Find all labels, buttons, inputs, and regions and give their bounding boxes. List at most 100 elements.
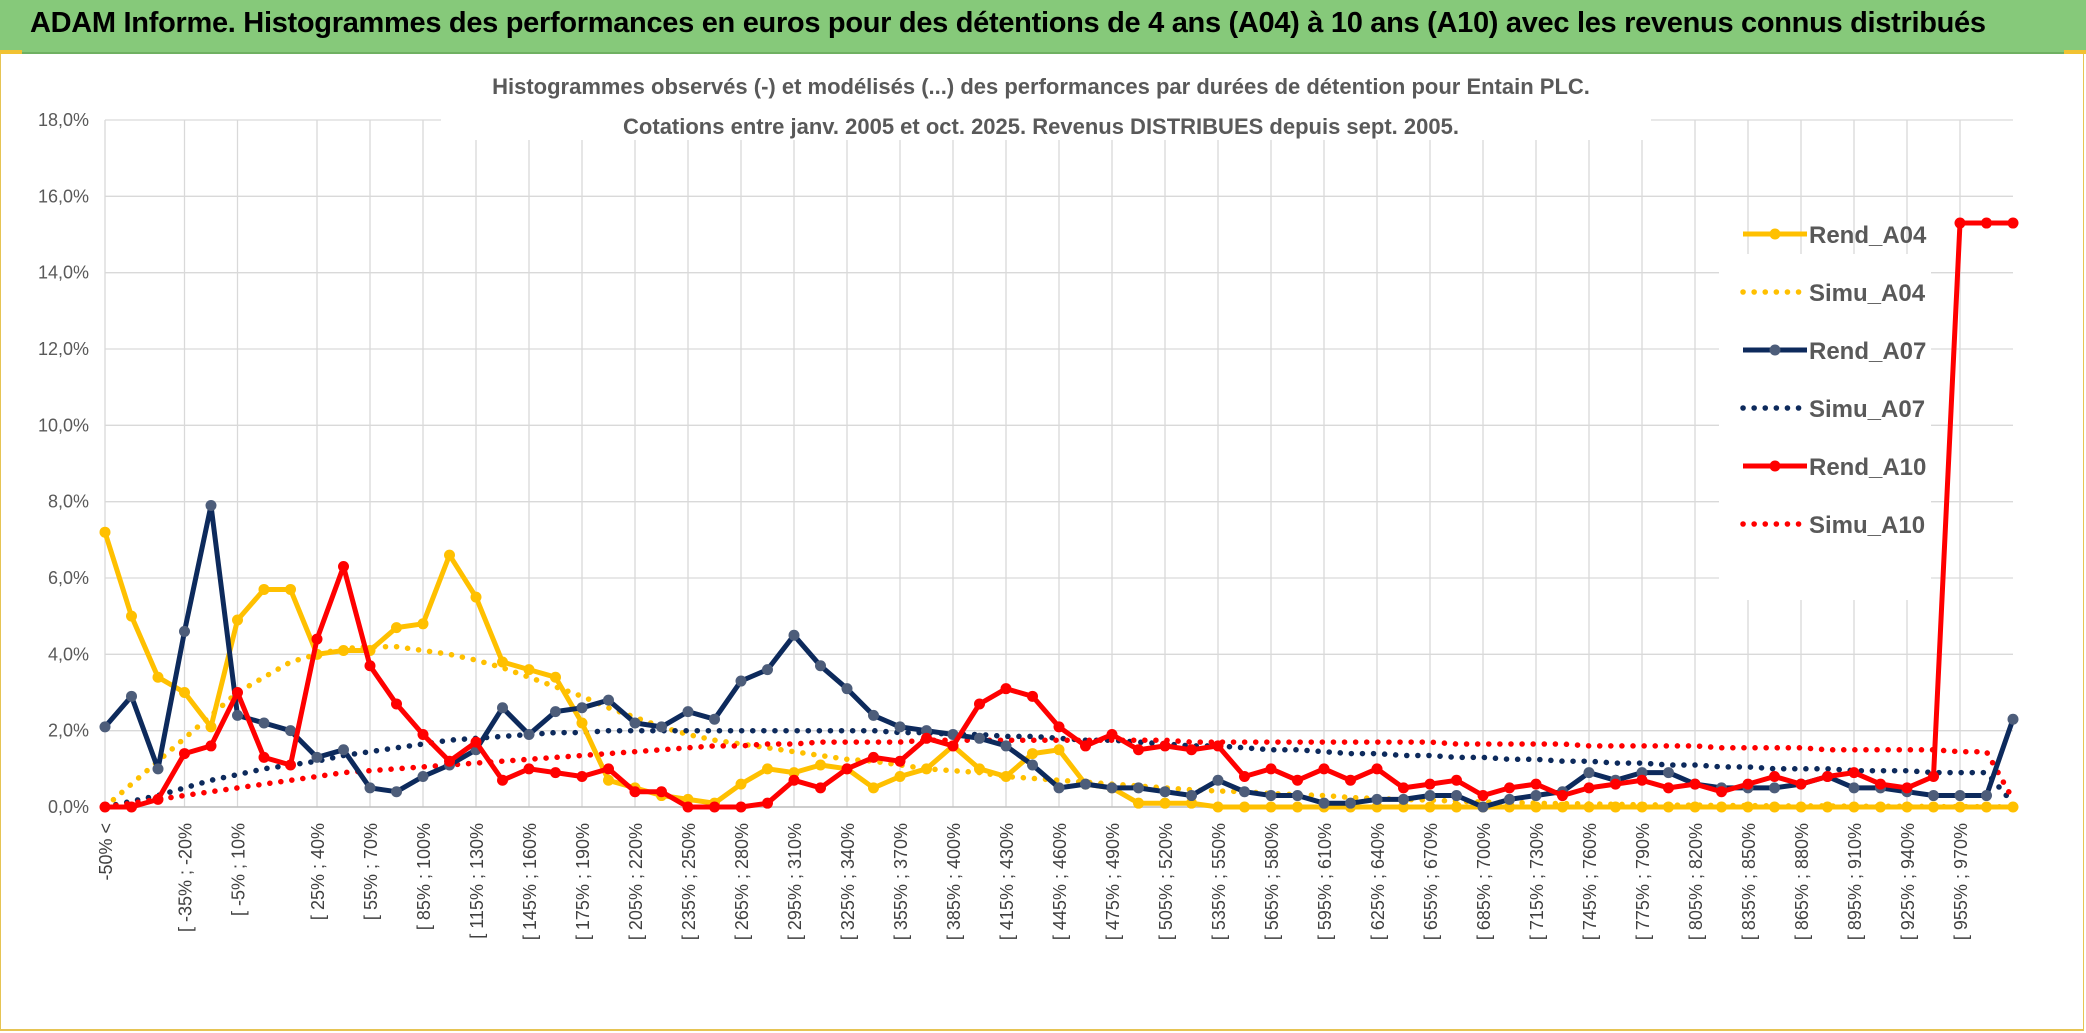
data-point xyxy=(1000,740,1012,752)
data-point xyxy=(1292,774,1303,786)
data-point xyxy=(1875,801,1886,813)
data-point xyxy=(682,706,694,718)
data-point xyxy=(735,675,747,687)
data-point xyxy=(2007,801,2019,813)
data-point xyxy=(1239,801,1250,813)
data-point xyxy=(1610,778,1621,790)
data-point xyxy=(1981,217,1992,229)
data-point xyxy=(338,645,349,657)
data-point xyxy=(1424,778,1436,790)
data-point xyxy=(1080,740,1091,752)
data-point xyxy=(1398,793,1409,805)
data-point xyxy=(391,622,402,634)
series-layer xyxy=(99,217,2019,813)
data-point xyxy=(338,744,349,756)
legend-background xyxy=(1719,254,1931,600)
data-point xyxy=(1265,801,1277,813)
data-point xyxy=(1928,801,1939,813)
x-tick-label: [ 835% ; 850% xyxy=(1739,823,1759,940)
data-point xyxy=(1345,774,1356,786)
data-point xyxy=(550,767,561,779)
data-point xyxy=(1901,782,1913,794)
data-point xyxy=(550,671,561,683)
data-point xyxy=(1451,774,1462,786)
x-tick-label: [ 505% ; 520% xyxy=(1156,823,1176,940)
data-point xyxy=(497,656,508,668)
x-tick-label: -50% < xyxy=(96,823,116,881)
x-tick-label: [ 595% ; 610% xyxy=(1315,823,1335,940)
x-tick-label: [ 115% ; 130% xyxy=(467,823,487,939)
data-point xyxy=(1318,763,1330,775)
data-point xyxy=(1689,801,1701,813)
data-point xyxy=(1875,778,1886,790)
data-point xyxy=(205,721,217,733)
data-point xyxy=(603,694,614,706)
data-point xyxy=(1901,801,1913,813)
banner-corner-left xyxy=(0,50,22,54)
x-tick-label: [ -5% ; 10% xyxy=(229,823,249,916)
performance-histogram-chart: 0,0% 2,0% 4,0% 6,0% 8,0% 10,0% 12,0% 14,0% 16,0%… xyxy=(38,64,2019,940)
title-banner: ADAM Informe. Histogrammes des performan… xyxy=(0,0,2086,54)
data-point xyxy=(179,748,190,760)
data-point xyxy=(1053,782,1065,794)
y-tick-label: 0,0% xyxy=(48,797,89,817)
data-point xyxy=(868,709,879,721)
legend: Rend_A04 Simu_A04 Rend_A07 Simu_A07 Rend_A10… xyxy=(1719,222,1931,600)
x-tick-label: [ 205% ; 220% xyxy=(626,823,646,940)
data-point xyxy=(1053,721,1065,733)
data-point xyxy=(1186,797,1197,809)
data-point xyxy=(762,664,773,676)
data-point xyxy=(417,728,429,740)
data-point xyxy=(338,561,349,573)
data-point xyxy=(1212,774,1224,786)
data-point xyxy=(1822,801,1833,813)
data-point xyxy=(1292,801,1303,813)
x-tick-label: [ 475% ; 490% xyxy=(1103,823,1123,940)
data-point xyxy=(391,786,402,798)
data-point xyxy=(1636,801,1648,813)
x-tick-label: [ 235% ; 250% xyxy=(679,823,699,940)
data-point xyxy=(2007,713,2019,725)
data-point xyxy=(656,786,667,798)
chart-subtitle: Cotations entre janv. 2005 et oct. 2025.… xyxy=(623,114,1459,139)
data-point xyxy=(603,763,614,775)
x-tick-label: [ 25% ; 40% xyxy=(308,823,328,920)
data-point xyxy=(1928,770,1939,782)
x-tick-label: [ 175% ; 190% xyxy=(573,823,593,940)
y-tick-label: 18,0% xyxy=(38,110,89,130)
data-point xyxy=(894,755,906,767)
data-point xyxy=(258,751,270,763)
data-point xyxy=(1716,801,1727,813)
y-tick-label: 2,0% xyxy=(48,721,89,741)
data-point xyxy=(285,759,296,771)
data-point xyxy=(1981,790,1992,802)
x-tick-label: [ 775% ; 790% xyxy=(1633,823,1653,940)
data-point xyxy=(1133,744,1144,756)
data-point xyxy=(152,671,164,683)
data-point xyxy=(788,629,800,641)
x-tick-label: [ 955% ; 970% xyxy=(1951,823,1971,940)
data-point xyxy=(1424,801,1436,813)
data-point xyxy=(285,583,296,595)
data-point xyxy=(497,702,508,714)
data-point xyxy=(682,801,694,813)
data-point xyxy=(1663,782,1674,794)
data-point xyxy=(1769,770,1780,782)
x-tick-label: [ -35% ; -20% xyxy=(176,823,196,932)
data-point xyxy=(1371,763,1383,775)
x-tick-label: [ 355% ; 370% xyxy=(891,823,911,940)
data-point xyxy=(974,763,985,775)
x-tick-label: [ 805% ; 820% xyxy=(1686,823,1706,940)
data-point xyxy=(1159,740,1171,752)
data-point xyxy=(1981,801,1992,813)
banner-title: ADAM Informe. Histogrammes des performan… xyxy=(30,7,1986,39)
data-point xyxy=(841,763,853,775)
data-point xyxy=(762,797,773,809)
data-point xyxy=(1530,778,1542,790)
data-point xyxy=(1848,782,1860,794)
data-point xyxy=(232,709,243,721)
data-point xyxy=(1212,740,1224,752)
data-point xyxy=(1742,778,1754,790)
legend-label: Rend_A07 xyxy=(1809,338,1926,365)
data-point xyxy=(974,732,985,744)
